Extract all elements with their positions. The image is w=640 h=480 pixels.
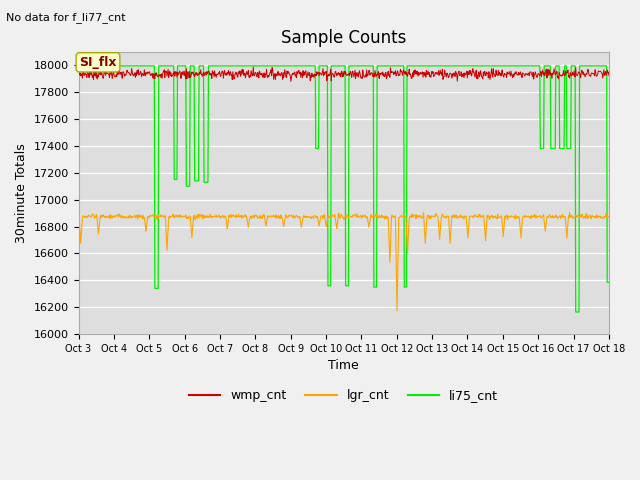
X-axis label: Time: Time xyxy=(328,360,359,372)
Text: SI_flx: SI_flx xyxy=(79,56,116,69)
Y-axis label: 30minute Totals: 30minute Totals xyxy=(15,143,28,243)
Legend: wmp_cnt, lgr_cnt, li75_cnt: wmp_cnt, lgr_cnt, li75_cnt xyxy=(184,384,503,407)
Title: Sample Counts: Sample Counts xyxy=(281,29,406,48)
Text: No data for f_li77_cnt: No data for f_li77_cnt xyxy=(6,12,126,23)
